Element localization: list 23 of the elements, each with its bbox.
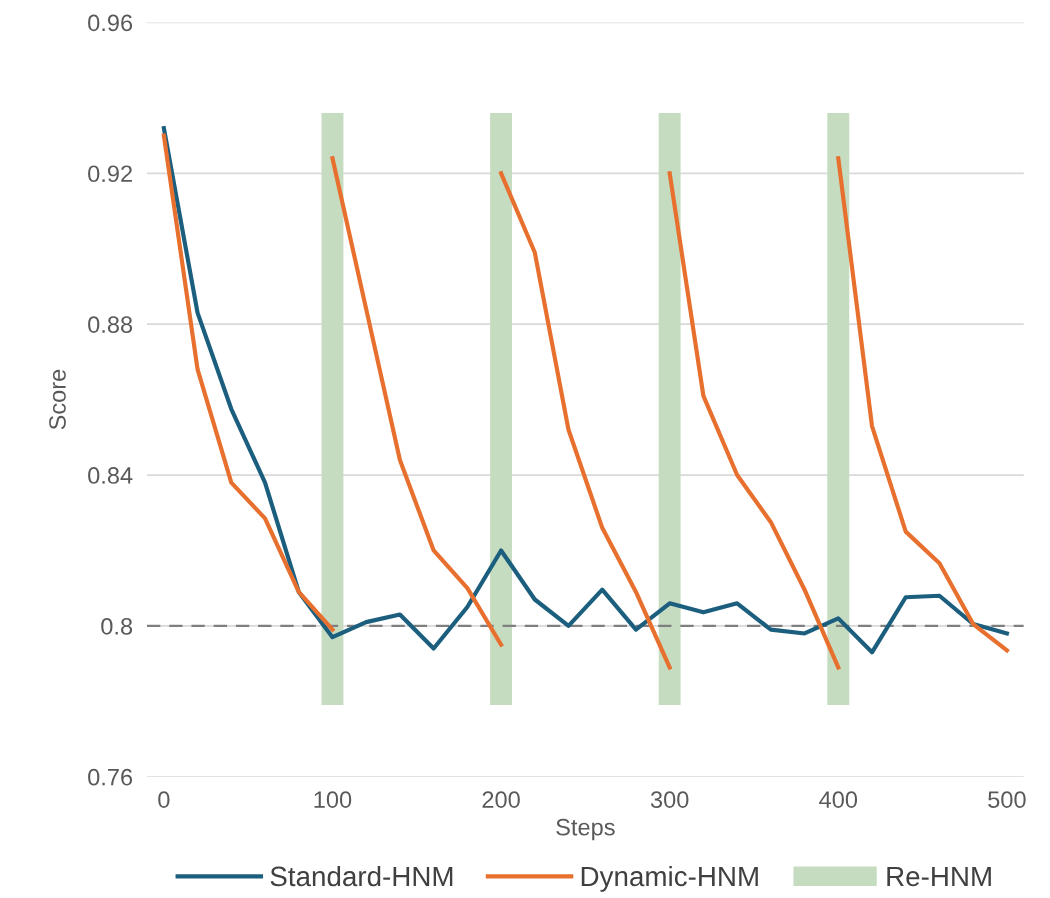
- y-tick-label: 0.8: [101, 617, 133, 635]
- y-tick-label: 0.92: [88, 165, 132, 183]
- x-tick-label: 200: [482, 791, 520, 808]
- x-tick-label: 0: [158, 791, 170, 808]
- line-series: [161, 125, 1009, 655]
- line-series: [836, 156, 1009, 653]
- y-tick-label: 0.88: [88, 316, 133, 333]
- y-tick-label: 0.96: [88, 14, 133, 32]
- y-tick-label: 0.84: [88, 467, 133, 484]
- x-tick-label: 500: [988, 791, 1026, 808]
- y-axis-title: Score: [49, 369, 66, 430]
- y-tick-label: 0.76: [88, 768, 133, 786]
- x-tick-label: 400: [819, 791, 858, 808]
- line-series: [330, 156, 504, 647]
- legend-label: Re-HNM: [887, 866, 991, 887]
- x-tick-label: 100: [314, 791, 352, 808]
- x-tick-label: 300: [650, 791, 689, 808]
- line-series: [498, 171, 672, 670]
- line-series: [667, 171, 841, 670]
- legend-label: Standard-HNM: [270, 865, 453, 887]
- legend-label: Dynamic-HNM: [581, 865, 758, 892]
- x-axis-title: Steps: [556, 818, 615, 841]
- line-series: [161, 133, 335, 632]
